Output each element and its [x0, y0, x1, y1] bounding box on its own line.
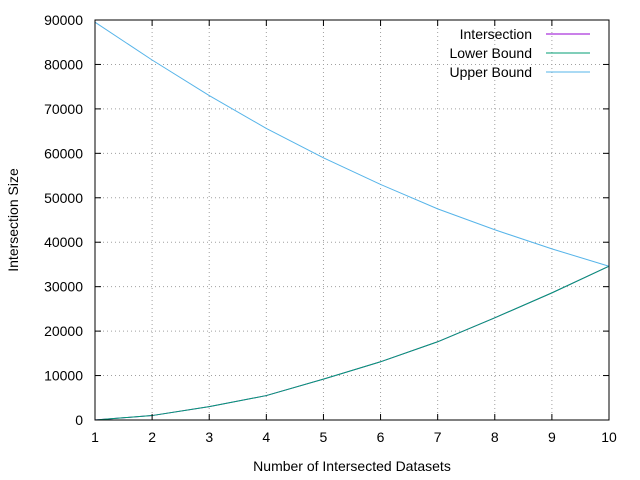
x-tick-label: 9: [548, 429, 556, 445]
y-tick-label: 40000: [44, 234, 83, 250]
y-tick-label: 10000: [44, 368, 83, 384]
series-line-0: [94, 265, 610, 421]
x-axis-tick-labels: 1 2 3 4 5 6 7 8 9 10: [91, 429, 617, 445]
legend-item: Upper Bound: [449, 64, 590, 80]
y-tick-label: 30000: [44, 279, 83, 295]
y-tick-label: 90000: [44, 12, 83, 28]
plot-area-frame: [94, 19, 610, 421]
x-tick-label: 1: [91, 429, 99, 445]
x-tick-label: 10: [601, 429, 617, 445]
series-line-1: [94, 265, 610, 421]
series-line-2: [94, 21, 610, 267]
y-tick-label: 70000: [44, 101, 83, 117]
series-lines: [94, 21, 610, 421]
legend-label: Upper Bound: [449, 64, 532, 80]
legend-label: Lower Bound: [449, 45, 532, 61]
x-tick-label: 2: [148, 429, 156, 445]
legend-item: Intersection: [460, 26, 590, 42]
y-tick-label: 50000: [44, 190, 83, 206]
x-tick-label: 6: [377, 429, 385, 445]
legend-item: Lower Bound: [449, 45, 590, 61]
y-axis-tick-labels: 0 10000 20000 30000 40000 50000 60000 70000 8000…: [44, 12, 83, 428]
x-tick-label: 4: [262, 429, 270, 445]
y-tick-label: 0: [75, 412, 83, 428]
y-axis-title: Intersection Size: [5, 168, 21, 272]
x-tick-label: 5: [320, 429, 328, 445]
y-tick-label: 20000: [44, 323, 83, 339]
x-axis-title: Number of Intersected Datasets: [253, 458, 451, 474]
legend: Intersection Lower Bound Upper Bound: [449, 26, 590, 80]
x-tick-label: 7: [434, 429, 442, 445]
legend-label: Intersection: [460, 26, 532, 42]
y-tick-label: 60000: [44, 145, 83, 161]
x-tick-label: 3: [205, 429, 213, 445]
x-tick-label: 8: [491, 429, 499, 445]
y-tick-label: 80000: [44, 56, 83, 72]
axis-ticks: [94, 19, 610, 421]
grid-lines: [95, 20, 609, 420]
